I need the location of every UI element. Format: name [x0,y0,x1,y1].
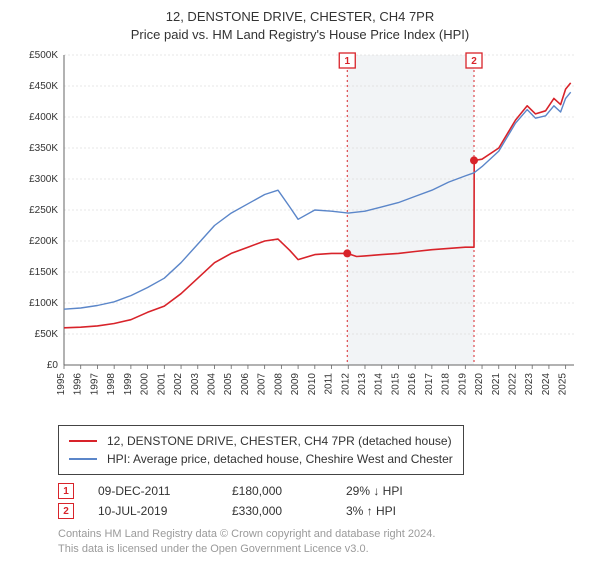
legend-row-hpi: HPI: Average price, detached house, Ches… [69,450,453,468]
svg-text:2014: 2014 [374,373,385,396]
sales-list: 1 09-DEC-2011 £180,000 29% ↓ HPI 2 10-JU… [58,483,586,519]
svg-text:2000: 2000 [140,373,151,396]
svg-text:2021: 2021 [491,373,502,396]
svg-text:2020: 2020 [474,373,485,396]
svg-text:2004: 2004 [206,373,217,396]
svg-text:2002: 2002 [173,373,184,396]
sale-marker-icon: 1 [58,483,74,499]
svg-text:2013: 2013 [357,373,368,396]
sale-diff: 29% ↓ HPI [346,484,436,498]
footer: Contains HM Land Registry data © Crown c… [58,527,586,557]
svg-text:2015: 2015 [390,373,401,396]
sale-marker-icon: 2 [58,503,74,519]
legend-row-property: 12, DENSTONE DRIVE, CHESTER, CH4 7PR (de… [69,432,453,450]
svg-text:2024: 2024 [541,373,552,396]
footer-copyright: Contains HM Land Registry data © Crown c… [58,527,586,542]
svg-text:2007: 2007 [257,373,268,396]
svg-text:£250K: £250K [29,205,58,216]
sale-row: 1 09-DEC-2011 £180,000 29% ↓ HPI [58,483,586,499]
footer-licence: This data is licensed under the Open Gov… [58,542,586,557]
svg-text:£150K: £150K [29,267,58,278]
title-block: 12, DENSTONE DRIVE, CHESTER, CH4 7PR Pri… [14,8,586,43]
svg-text:£400K: £400K [29,112,58,123]
svg-text:£0: £0 [47,360,59,371]
svg-text:2001: 2001 [156,373,167,396]
svg-text:1995: 1995 [56,373,67,396]
chart-svg: £0 £50K £100K £150K £200K £250K £300K £350K £400… [14,49,586,419]
legend-label-property: 12, DENSTONE DRIVE, CHESTER, CH4 7PR (de… [107,432,452,450]
sale-price: £330,000 [232,504,322,518]
svg-text:2006: 2006 [240,373,251,396]
svg-text:1: 1 [344,56,350,67]
svg-text:2023: 2023 [524,373,535,396]
title-address: 12, DENSTONE DRIVE, CHESTER, CH4 7PR [14,8,586,26]
title-subtitle: Price paid vs. HM Land Registry's House … [14,26,586,44]
svg-text:1998: 1998 [106,373,117,396]
svg-text:2025: 2025 [558,373,569,396]
legend-label-hpi: HPI: Average price, detached house, Ches… [107,450,453,468]
svg-text:£100K: £100K [29,298,58,309]
svg-text:2010: 2010 [307,373,318,396]
sale-row: 2 10-JUL-2019 £330,000 3% ↑ HPI [58,503,586,519]
svg-text:£350K: £350K [29,143,58,154]
svg-text:£200K: £200K [29,236,58,247]
svg-text:2012: 2012 [340,373,351,396]
svg-text:2005: 2005 [223,373,234,396]
svg-text:2018: 2018 [441,373,452,396]
sale-date: 09-DEC-2011 [98,484,208,498]
svg-text:2017: 2017 [424,373,435,396]
sale-date: 10-JUL-2019 [98,504,208,518]
svg-text:2: 2 [471,56,477,67]
svg-text:1996: 1996 [73,373,84,396]
svg-text:£450K: £450K [29,81,58,92]
legend-swatch-property [69,440,97,442]
svg-text:2016: 2016 [407,373,418,396]
legend-swatch-hpi [69,458,97,460]
svg-text:2019: 2019 [457,373,468,396]
svg-text:2022: 2022 [507,373,518,396]
sale-price: £180,000 [232,484,322,498]
svg-text:1999: 1999 [123,373,134,396]
chart: £0 £50K £100K £150K £200K £250K £300K £350K £400… [14,49,586,419]
chart-container: 12, DENSTONE DRIVE, CHESTER, CH4 7PR Pri… [0,0,600,567]
svg-text:2003: 2003 [190,373,201,396]
svg-text:2011: 2011 [324,373,335,395]
svg-text:2009: 2009 [290,373,301,396]
svg-text:2008: 2008 [273,373,284,396]
svg-text:£50K: £50K [35,329,59,340]
legend: 12, DENSTONE DRIVE, CHESTER, CH4 7PR (de… [58,425,464,475]
svg-text:1997: 1997 [89,373,100,396]
sale-diff: 3% ↑ HPI [346,504,436,518]
svg-text:£300K: £300K [29,174,58,185]
svg-text:£500K: £500K [29,50,58,61]
